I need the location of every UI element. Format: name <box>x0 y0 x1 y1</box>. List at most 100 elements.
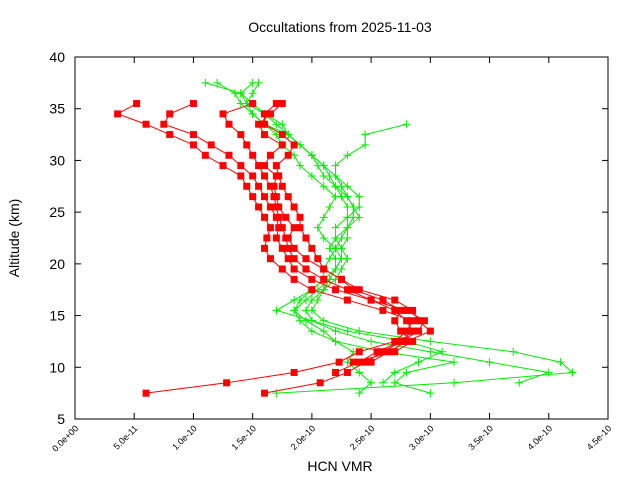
data-point-square <box>160 120 168 128</box>
series-layer <box>114 78 577 398</box>
data-point-plus <box>343 327 352 336</box>
data-point-plus <box>248 89 257 98</box>
data-point-square <box>243 182 251 190</box>
data-point-square <box>320 275 328 283</box>
data-point-plus <box>325 202 334 211</box>
data-point-square <box>391 348 399 356</box>
series-line <box>246 82 444 384</box>
data-point-square <box>261 244 269 252</box>
data-point-square <box>207 141 215 149</box>
data-point-plus <box>319 285 328 294</box>
data-point-square <box>261 120 269 128</box>
data-point-square <box>114 110 122 118</box>
data-point-square <box>379 306 387 314</box>
x-tick-label: 0.0e+00 <box>50 423 80 453</box>
data-point-square <box>355 348 363 356</box>
data-point-square <box>225 151 233 159</box>
data-point-plus <box>296 161 305 170</box>
chart-title: Occultations from 2025-11-03 <box>248 19 432 35</box>
data-point-square <box>225 120 233 128</box>
data-point-square <box>219 162 227 170</box>
data-point-square <box>189 141 197 149</box>
data-point-square <box>272 193 280 201</box>
data-point-square <box>255 182 263 190</box>
data-point-plus <box>307 327 316 336</box>
data-point-plus <box>367 378 376 387</box>
x-tick-label: 3.5e-10 <box>466 423 495 452</box>
y-tick-label: 25 <box>49 204 65 220</box>
data-point-plus <box>515 378 524 387</box>
data-point-square <box>284 234 292 242</box>
data-point-square <box>278 265 286 273</box>
data-point-plus <box>307 296 316 305</box>
data-point-square <box>403 337 411 345</box>
data-point-plus <box>319 234 328 242</box>
data-point-square <box>391 317 399 325</box>
data-point-square <box>379 348 387 356</box>
data-point-plus <box>290 306 299 315</box>
x-tick-label: 4.5e-10 <box>585 423 614 452</box>
y-tick-label: 10 <box>49 359 65 375</box>
data-point-square <box>379 296 387 304</box>
y-tick-label: 15 <box>49 308 65 324</box>
data-point-square <box>275 213 283 221</box>
x-tick-label: 1.0e-10 <box>170 423 199 452</box>
data-point-plus <box>343 182 352 191</box>
data-point-plus <box>355 213 364 222</box>
data-point-plus <box>355 389 364 398</box>
data-point-square <box>349 286 357 294</box>
data-point-plus <box>325 171 334 180</box>
data-point-plus <box>278 120 287 129</box>
data-point-plus <box>355 368 364 377</box>
data-point-plus <box>319 161 328 170</box>
data-point-square <box>343 286 351 294</box>
x-tick-label: 2.5e-10 <box>348 423 377 452</box>
data-point-square <box>290 275 298 283</box>
data-point-square <box>391 337 399 345</box>
data-point-square <box>397 327 405 335</box>
y-tick-label: 40 <box>49 49 65 65</box>
data-point-square <box>302 234 310 242</box>
data-point-plus <box>331 327 340 336</box>
y-tick-label: 20 <box>49 256 65 272</box>
data-point-plus <box>213 78 222 87</box>
data-point-square <box>308 286 316 294</box>
plot-frame <box>74 56 609 420</box>
x-tick-label: 3.0e-10 <box>407 423 436 452</box>
data-point-square <box>261 193 269 201</box>
data-point-square <box>391 296 399 304</box>
data-point-plus <box>307 316 316 325</box>
data-point-plus <box>331 265 340 274</box>
data-point-plus <box>355 192 364 201</box>
data-point-square <box>237 172 245 180</box>
data-point-square <box>189 131 197 139</box>
series-7 <box>301 120 553 387</box>
data-point-square <box>403 306 411 314</box>
data-point-plus <box>201 78 210 87</box>
data-point-square <box>314 255 322 263</box>
data-point-plus <box>319 316 328 325</box>
data-point-plus <box>426 337 435 346</box>
data-point-square <box>272 100 280 108</box>
data-point-plus <box>337 244 346 253</box>
y-tick-label: 35 <box>49 101 65 117</box>
series-0 <box>114 100 417 397</box>
data-point-plus <box>331 182 340 191</box>
data-point-square <box>255 120 263 128</box>
data-point-plus <box>343 223 352 232</box>
data-point-plus <box>426 347 435 356</box>
data-point-square <box>397 306 405 314</box>
series-line <box>305 123 551 384</box>
y-axis-label: Altitude (km) <box>6 199 22 278</box>
data-point-square <box>290 203 298 211</box>
data-point-square <box>275 224 283 232</box>
data-point-square <box>166 131 174 139</box>
data-point-square <box>266 224 274 232</box>
data-point-plus <box>556 358 565 367</box>
data-point-square <box>296 224 304 232</box>
series-line <box>264 103 414 363</box>
data-point-square <box>284 151 292 159</box>
data-point-plus <box>307 171 316 180</box>
data-point-plus <box>272 306 281 315</box>
data-point-square <box>290 224 298 232</box>
